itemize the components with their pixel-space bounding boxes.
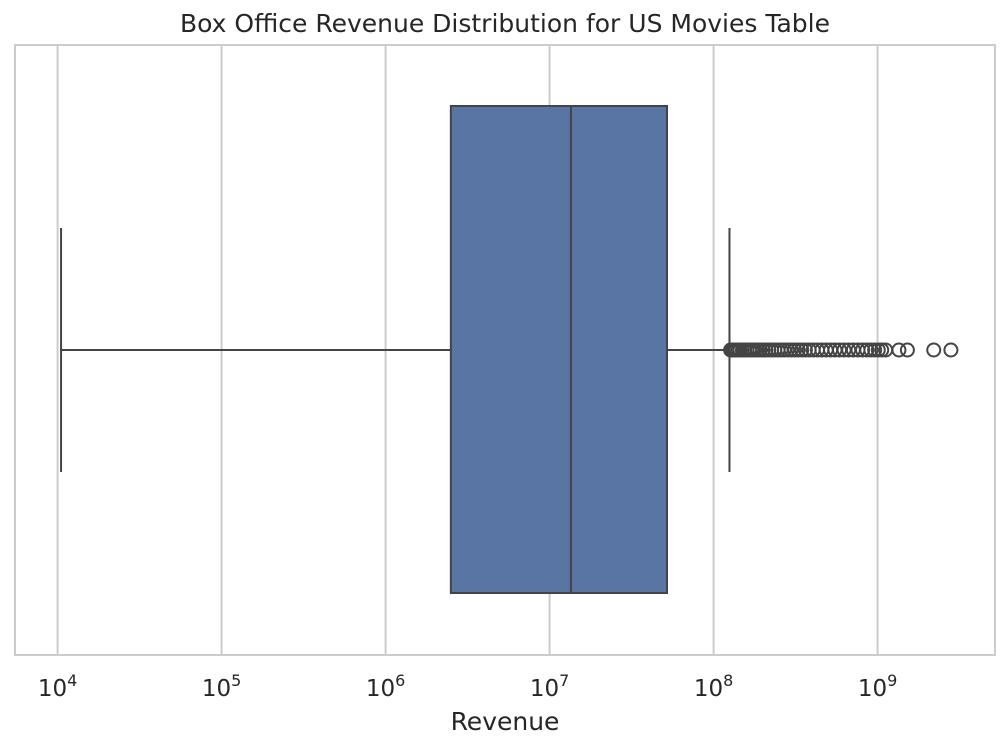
x-tick-label: 109 — [858, 671, 897, 702]
x-tick-base: 10 — [858, 676, 887, 702]
outlier-point — [874, 342, 890, 358]
plot-frame — [14, 44, 996, 656]
outlier-points — [723, 342, 959, 358]
x-tick-label: 108 — [694, 671, 733, 702]
outlier-point — [899, 342, 915, 358]
x-tick-exponent: 8 — [723, 671, 733, 690]
x-tick-label: 105 — [202, 671, 241, 702]
x-tick-exponent: 7 — [559, 671, 569, 690]
x-tick-labels: 104 105 106 107 108 109 — [38, 671, 897, 702]
outlier-point — [859, 342, 875, 358]
x-tick-label: 106 — [366, 671, 405, 702]
chart-title: Box Office Revenue Distribution for US M… — [180, 9, 830, 38]
x-tick-exponent: 4 — [67, 671, 77, 690]
outlier-point — [891, 342, 907, 358]
box-group — [60, 105, 731, 594]
outlier-point — [943, 342, 959, 358]
x-tick-label: 104 — [38, 671, 77, 702]
x-axis-label: Revenue — [451, 707, 560, 736]
x-tick-base: 10 — [694, 676, 723, 702]
x-tick-base: 10 — [38, 676, 67, 702]
x-tick-exponent: 5 — [231, 671, 241, 690]
x-tick-exponent: 6 — [395, 671, 405, 690]
x-tick-base: 10 — [202, 676, 231, 702]
x-tick-base: 10 — [530, 676, 559, 702]
outlier-point — [926, 342, 942, 358]
x-tick-base: 10 — [366, 676, 395, 702]
x-tick-exponent: 9 — [887, 671, 897, 690]
outlier-point — [863, 342, 879, 358]
interquartile-box — [449, 105, 669, 594]
x-tick-label: 107 — [530, 671, 569, 702]
